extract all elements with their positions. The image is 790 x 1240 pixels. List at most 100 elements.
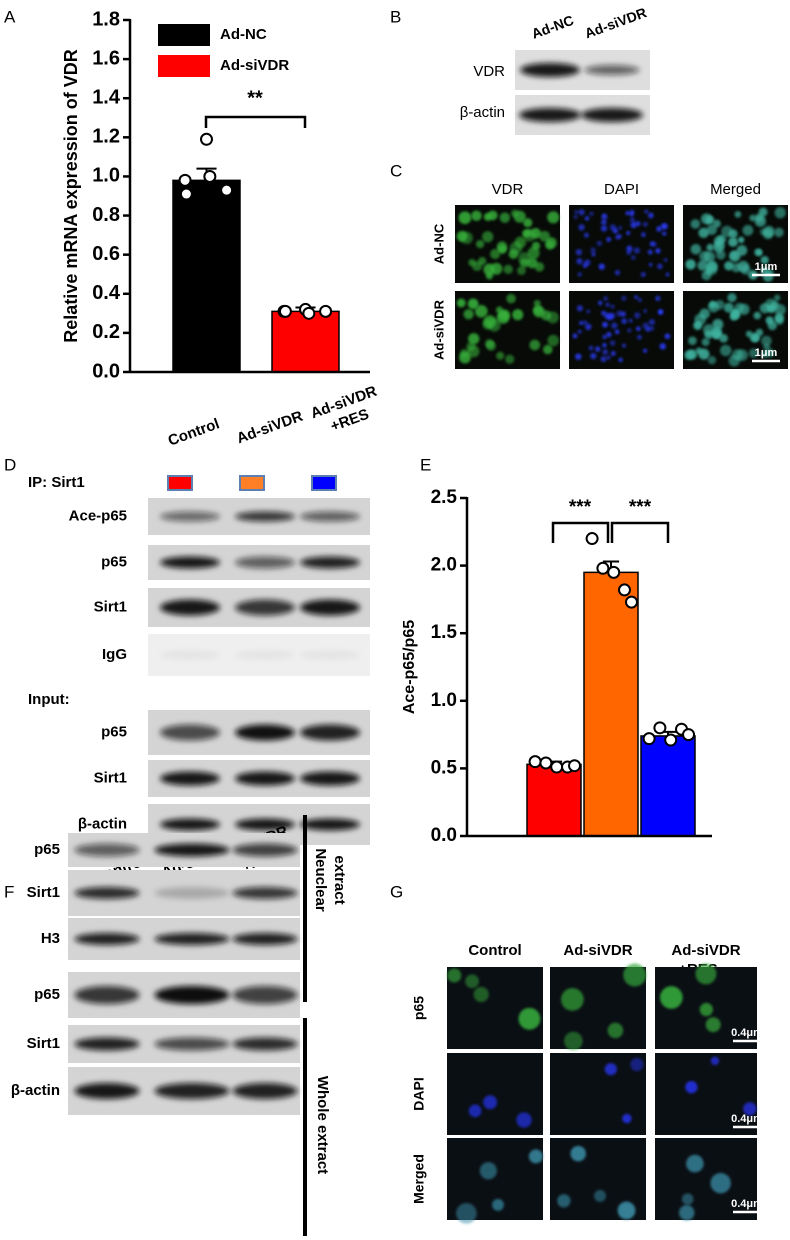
cell xyxy=(482,319,493,330)
row-label: p65 xyxy=(101,553,127,570)
y-tick-label: 1.0 xyxy=(431,690,457,711)
row-label: Sirt1 xyxy=(27,1035,60,1052)
cell xyxy=(634,295,638,300)
blot-band xyxy=(232,1083,298,1099)
scale-label: 1μm xyxy=(755,347,778,359)
cell xyxy=(485,272,494,280)
group-label: extract xyxy=(331,855,348,904)
y-tick-label: 0.8 xyxy=(92,204,120,226)
cell xyxy=(659,986,683,1009)
cell xyxy=(618,357,623,363)
blot-band xyxy=(300,771,360,786)
cell xyxy=(709,301,717,309)
cell xyxy=(506,293,516,304)
cell xyxy=(533,305,542,315)
cell xyxy=(513,210,526,223)
data-point xyxy=(653,721,667,735)
cell xyxy=(629,217,636,223)
panel-letter: A xyxy=(4,7,16,26)
cell xyxy=(579,321,584,326)
cell xyxy=(690,219,701,229)
cell xyxy=(588,345,594,351)
cell xyxy=(583,232,589,238)
cell xyxy=(471,261,483,272)
cell xyxy=(627,328,632,333)
cell xyxy=(626,245,633,252)
group-swatch xyxy=(167,475,193,491)
blot-band xyxy=(160,556,220,569)
panel-letter: C xyxy=(390,161,402,180)
cell xyxy=(774,313,785,323)
cell xyxy=(749,332,759,343)
cell xyxy=(753,311,762,320)
cell xyxy=(518,1007,541,1030)
row-label: Sirt1 xyxy=(27,884,60,901)
cell xyxy=(740,265,751,275)
cell xyxy=(618,225,623,230)
bar xyxy=(640,735,696,837)
cell xyxy=(600,225,608,232)
cell xyxy=(647,212,654,219)
cell xyxy=(540,310,552,321)
cell xyxy=(607,1022,624,1039)
cell xyxy=(616,310,623,317)
cell xyxy=(483,1095,498,1110)
panel-letter: D xyxy=(4,455,16,474)
cell xyxy=(557,1194,571,1208)
cell xyxy=(598,300,603,306)
row-label: DAPI xyxy=(411,1077,427,1110)
cell xyxy=(610,351,616,357)
blot-band xyxy=(300,651,360,659)
blot-band xyxy=(235,651,295,659)
cell xyxy=(721,225,733,238)
cell xyxy=(656,226,662,232)
cell xyxy=(622,343,626,348)
cell xyxy=(582,262,588,268)
cell xyxy=(649,241,655,247)
cell xyxy=(547,211,560,224)
cell xyxy=(517,266,526,276)
cell xyxy=(617,1201,636,1220)
cell xyxy=(572,333,578,339)
cell xyxy=(496,241,508,252)
cell xyxy=(598,263,605,270)
cell xyxy=(678,1204,695,1221)
blot-band xyxy=(300,818,360,831)
cell xyxy=(719,344,732,357)
blot-band xyxy=(154,1037,230,1051)
cell xyxy=(728,237,738,247)
cell xyxy=(749,214,757,222)
row-label: p65 xyxy=(34,986,60,1003)
cell xyxy=(531,241,541,251)
cell xyxy=(573,215,578,219)
lane-label: Ad-siVDR xyxy=(582,4,648,41)
cell xyxy=(634,312,641,319)
group-label: Whole extract xyxy=(314,1076,331,1174)
blot-band xyxy=(154,843,230,857)
data-point xyxy=(682,728,696,742)
cell xyxy=(664,333,671,340)
row-label: Merged xyxy=(411,1154,427,1204)
cell xyxy=(774,227,784,238)
cell xyxy=(492,1198,504,1211)
cell xyxy=(578,209,585,216)
blot-band xyxy=(232,887,298,899)
cell xyxy=(577,272,582,277)
bar xyxy=(271,310,340,373)
cell xyxy=(516,1112,532,1128)
cell xyxy=(471,210,482,222)
cell xyxy=(763,343,771,351)
cell xyxy=(586,309,591,314)
cell xyxy=(705,1017,721,1033)
cell xyxy=(710,1172,731,1194)
cell xyxy=(614,329,620,335)
cell xyxy=(774,304,786,316)
panel-letter: E xyxy=(420,455,431,474)
cell xyxy=(637,297,642,303)
cell xyxy=(582,320,588,326)
cell xyxy=(626,250,632,256)
cell xyxy=(621,295,627,301)
cell xyxy=(604,1063,617,1076)
cell xyxy=(684,350,694,360)
cell xyxy=(707,355,717,365)
